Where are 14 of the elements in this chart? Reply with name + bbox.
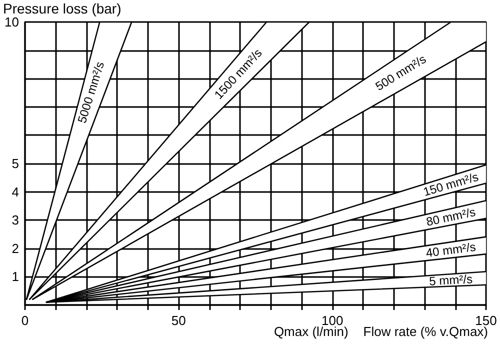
text: 5000 mm²/s [74,60,107,125]
x-tick-label: 50 [171,313,186,328]
text: 80 mm²/s [424,204,477,229]
series-label: 5 mm²/s [428,272,473,288]
y-tick-label: 10 [4,14,19,30]
text: 150 mm²/s [422,170,480,200]
y-tick-label: 5 [12,156,19,171]
y-tick-label: 1 [12,269,19,284]
text: 40 mm²/s [425,240,477,260]
y-tick-label: 2 [12,240,19,256]
y-tick-label: 4 [12,184,19,200]
y-axis-title: Pressure loss (bar) [3,0,122,17]
x-tick-label: 0 [21,313,29,328]
y-tick-label: 3 [12,212,19,228]
